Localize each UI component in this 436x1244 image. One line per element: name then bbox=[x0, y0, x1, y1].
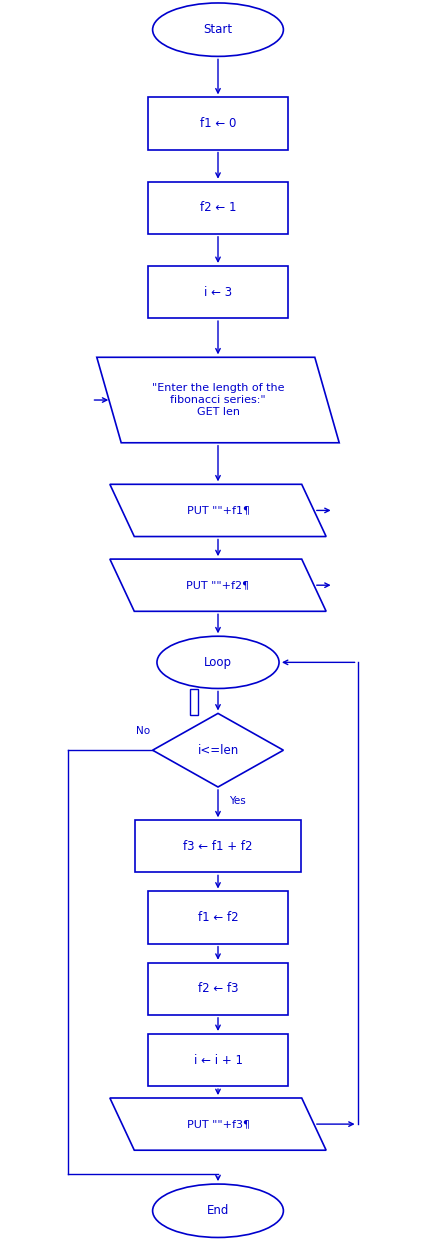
Bar bbox=[148, 963, 288, 1015]
Text: i ← i + 1: i ← i + 1 bbox=[194, 1054, 242, 1066]
Text: f2 ← f3: f2 ← f3 bbox=[198, 983, 238, 995]
Text: i ← 3: i ← 3 bbox=[204, 286, 232, 299]
Text: f1 ← 0: f1 ← 0 bbox=[200, 117, 236, 129]
Text: Start: Start bbox=[204, 24, 232, 36]
Text: f3 ← f1 + f2: f3 ← f1 + f2 bbox=[183, 840, 253, 853]
Bar bbox=[190, 689, 198, 715]
Text: No: No bbox=[136, 726, 150, 736]
Bar bbox=[148, 1034, 288, 1086]
Text: End: End bbox=[207, 1204, 229, 1218]
Text: i<=len: i<=len bbox=[198, 744, 238, 756]
Text: f2 ← 1: f2 ← 1 bbox=[200, 202, 236, 214]
Text: Loop: Loop bbox=[204, 656, 232, 669]
Text: PUT ""+f3¶: PUT ""+f3¶ bbox=[187, 1120, 249, 1130]
Bar bbox=[148, 266, 288, 318]
Text: f1 ← f2: f1 ← f2 bbox=[198, 911, 238, 924]
Bar bbox=[135, 820, 301, 872]
Bar bbox=[148, 182, 288, 234]
Bar bbox=[148, 892, 288, 944]
Text: "Enter the length of the
fibonacci series:"
GET len: "Enter the length of the fibonacci serie… bbox=[152, 383, 284, 418]
Bar bbox=[148, 97, 288, 149]
Text: PUT ""+f1¶: PUT ""+f1¶ bbox=[187, 505, 249, 515]
Text: Yes: Yes bbox=[229, 796, 245, 806]
Text: PUT ""+f2¶: PUT ""+f2¶ bbox=[187, 580, 249, 590]
